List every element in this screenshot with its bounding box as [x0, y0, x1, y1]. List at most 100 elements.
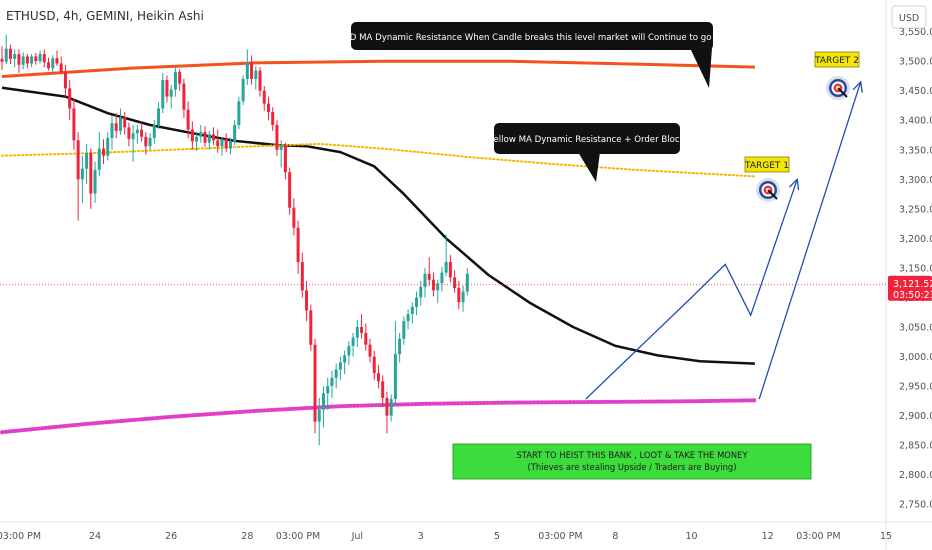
candle	[444, 234, 448, 277]
candle-body	[241, 78, 245, 102]
price-tick-label: 3,450.00	[899, 86, 932, 97]
candle	[13, 49, 17, 68]
time-tick-label: 24	[89, 531, 101, 542]
candle-body	[317, 409, 321, 422]
candle	[68, 80, 72, 121]
candle-body	[118, 117, 122, 131]
candle-body	[169, 89, 173, 97]
candle-body	[402, 321, 406, 339]
candle-body	[389, 399, 393, 416]
candle	[8, 44, 12, 65]
candle	[300, 252, 304, 298]
candle	[106, 132, 110, 161]
candle	[148, 133, 152, 150]
candle-body	[233, 124, 237, 142]
candle-body	[415, 297, 419, 307]
candle	[80, 155, 84, 203]
candle-body	[334, 369, 338, 378]
candle-body	[106, 137, 110, 156]
callout-pointer	[690, 48, 712, 88]
target-1-label: TARGET 1	[744, 161, 789, 171]
candle-body	[199, 132, 203, 137]
candle-body	[258, 70, 262, 91]
candle	[102, 139, 106, 164]
time-tick-label: 8	[612, 531, 618, 542]
time-tick-label: 28	[241, 531, 253, 542]
candle-body	[347, 345, 351, 356]
candle	[4, 34, 8, 65]
candle	[17, 49, 21, 73]
candle-body	[427, 273, 431, 280]
target-1-label-box	[744, 156, 790, 173]
candle	[89, 148, 93, 209]
price-tick-label: 2,850.00	[899, 441, 932, 452]
ma-line-red	[1, 59, 755, 78]
candle	[364, 323, 368, 351]
candle-body	[326, 386, 330, 394]
heist-text-line2: (Thieves are stealing Upside / Traders a…	[528, 462, 737, 472]
candle-body	[190, 129, 194, 142]
time-tick-label: 12	[762, 531, 774, 542]
time-tick-label: 03:00 PM	[276, 531, 320, 542]
candle-body	[321, 393, 325, 410]
candle-body	[47, 62, 51, 69]
candle	[233, 120, 237, 146]
candle-body	[186, 109, 190, 130]
candle-body	[309, 310, 313, 345]
candle-body	[123, 117, 127, 128]
target-2-label-box	[814, 51, 860, 68]
ma-line-black	[1, 86, 755, 365]
candle	[161, 72, 165, 114]
candle	[398, 332, 402, 363]
price-axis[interactable]: 2,750.00 2,800.00 2,850.00 2,900.00 2,950.00…	[888, 27, 932, 511]
candle	[118, 108, 122, 136]
candle	[279, 140, 283, 168]
candle	[406, 309, 410, 330]
price-tick-label: 3,300.00	[899, 175, 932, 186]
candle-body	[465, 273, 469, 292]
candle	[292, 198, 296, 236]
candle-body	[254, 70, 258, 79]
time-tick-label: Jul	[351, 531, 363, 542]
candle	[212, 127, 215, 146]
candle	[448, 254, 452, 283]
candle	[0, 46, 4, 71]
candle-body	[364, 332, 368, 345]
candle-body	[72, 108, 76, 141]
candle-body	[157, 108, 161, 125]
time-axis[interactable]: 03:00 PM 24 26 28 03:00 PM Jul 3 5 03:00 PM 8 10 12…	[0, 531, 892, 542]
candle-body	[144, 136, 148, 147]
candle	[237, 96, 241, 130]
annotation-layer: RED MA Dynamic Resistance When Candle br…	[338, 22, 860, 480]
candle-body	[131, 133, 135, 140]
candle	[309, 304, 313, 351]
candle-body	[93, 169, 97, 194]
candle	[389, 394, 393, 422]
price-tick-label: 2,900.00	[899, 411, 932, 422]
candle	[25, 54, 29, 69]
candle	[254, 65, 258, 90]
candle	[59, 56, 63, 75]
candle	[144, 132, 148, 155]
candle-body	[4, 48, 8, 62]
candle-body	[406, 314, 410, 322]
candle	[123, 111, 127, 135]
candle	[220, 136, 224, 156]
candle	[436, 279, 440, 304]
candle	[427, 257, 431, 286]
candle-body	[85, 152, 89, 169]
candle	[228, 137, 232, 155]
candle-body	[461, 291, 465, 303]
candle	[402, 316, 406, 345]
candle-body	[237, 101, 241, 125]
callout-red-ma: RED MA Dynamic Resistance When Candle br…	[338, 22, 726, 88]
candle-body	[34, 56, 38, 62]
candle-body	[0, 58, 4, 62]
candle	[203, 126, 207, 147]
candle	[110, 115, 114, 150]
candle-body	[148, 137, 152, 147]
time-tick-label: 03:00 PM	[796, 531, 840, 542]
currency-button[interactable]	[891, 5, 927, 29]
candle	[72, 98, 76, 150]
